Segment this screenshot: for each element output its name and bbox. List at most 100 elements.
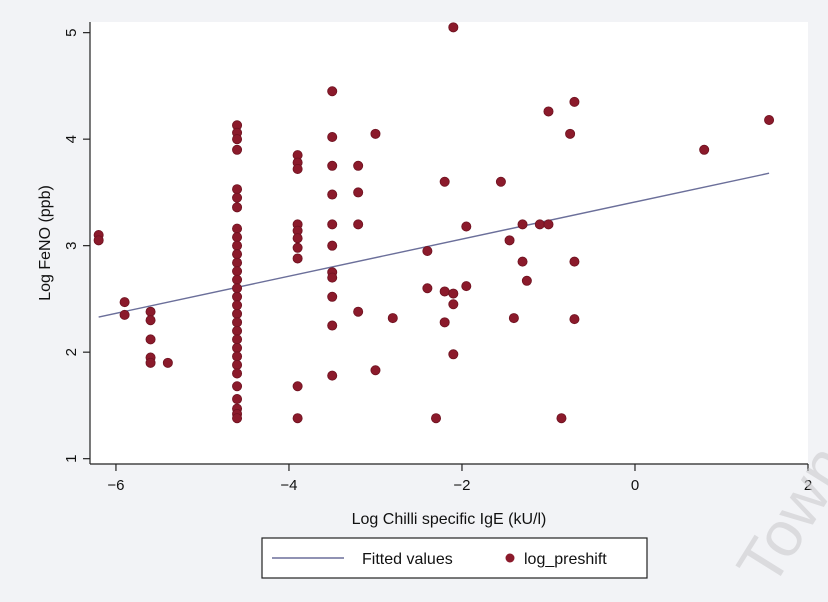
data-point <box>431 413 442 424</box>
data-point <box>327 272 338 283</box>
data-point <box>119 309 130 320</box>
data-point <box>448 22 459 33</box>
plot-area <box>90 22 808 464</box>
data-point <box>232 223 243 234</box>
y-tick-label: 5 <box>63 28 80 36</box>
data-point <box>232 232 243 243</box>
data-point <box>327 132 338 143</box>
x-axis-title: Log Chilli specific IgE (kU/l) <box>352 511 547 528</box>
data-point <box>556 413 567 424</box>
data-point <box>232 202 243 213</box>
data-point <box>370 365 381 376</box>
data-point <box>569 96 580 107</box>
data-point <box>327 219 338 230</box>
legend-label-fitted: Fitted values <box>362 551 453 568</box>
x-tick-label: −6 <box>107 477 124 494</box>
data-point <box>543 106 554 117</box>
data-point <box>292 242 303 253</box>
data-point <box>232 257 243 268</box>
data-point <box>162 357 173 368</box>
data-point <box>232 249 243 260</box>
data-point <box>569 314 580 325</box>
data-point <box>232 359 243 370</box>
data-point <box>353 187 364 198</box>
data-point <box>327 320 338 331</box>
data-point <box>565 128 576 139</box>
data-point <box>93 235 104 246</box>
data-point <box>232 134 243 145</box>
data-point <box>119 297 130 308</box>
data-point <box>145 306 156 317</box>
data-point <box>232 300 243 311</box>
data-point <box>232 266 243 277</box>
data-point <box>422 283 433 294</box>
fitted-values-line <box>98 172 770 318</box>
y-axis-title: Log FeNO (ppb) <box>37 185 54 301</box>
data-point <box>764 114 775 125</box>
data-point <box>232 368 243 379</box>
data-point <box>448 299 459 310</box>
data-point <box>292 413 303 424</box>
log-preshift-series <box>93 22 775 424</box>
data-point <box>461 221 472 232</box>
data-point <box>327 370 338 381</box>
legend-point-key <box>505 553 515 563</box>
axis-ticks: −6 −4 −2 0 2 1 2 3 4 5 <box>63 28 812 494</box>
data-point <box>232 144 243 155</box>
data-point <box>370 128 381 139</box>
data-point <box>495 176 506 187</box>
y-tick-label: 4 <box>63 135 80 143</box>
data-point <box>327 291 338 302</box>
data-point <box>353 160 364 171</box>
data-point <box>327 86 338 97</box>
data-point <box>504 235 515 246</box>
data-point <box>439 286 450 297</box>
data-point <box>232 291 243 302</box>
data-point <box>232 381 243 392</box>
data-point <box>145 315 156 326</box>
data-point <box>439 317 450 328</box>
data-point <box>461 281 472 292</box>
data-point <box>232 283 243 294</box>
data-point <box>232 192 243 203</box>
data-point <box>517 219 528 230</box>
data-point <box>232 308 243 319</box>
data-point <box>232 274 243 285</box>
data-point <box>232 317 243 328</box>
y-tick-label: 1 <box>63 455 80 463</box>
data-point <box>327 240 338 251</box>
x-tick-label: 0 <box>631 477 639 494</box>
data-point <box>232 334 243 345</box>
data-point <box>353 306 364 317</box>
data-point <box>232 351 243 362</box>
data-point <box>448 288 459 299</box>
data-point <box>292 253 303 264</box>
data-point <box>569 256 580 267</box>
x-tick-label: −4 <box>280 477 297 494</box>
legend-label-points: log_preshift <box>524 551 607 568</box>
data-point <box>327 160 338 171</box>
data-point <box>508 313 519 324</box>
data-point <box>543 219 554 230</box>
data-point <box>439 176 450 187</box>
data-point <box>521 275 532 286</box>
data-point <box>232 342 243 353</box>
data-point <box>232 184 243 195</box>
fitted-values-series <box>98 172 770 318</box>
data-point <box>145 334 156 345</box>
data-point <box>422 245 433 256</box>
y-tick-label: 3 <box>63 241 80 249</box>
data-point <box>327 189 338 200</box>
data-point <box>145 357 156 368</box>
data-point <box>232 413 243 424</box>
data-point <box>232 394 243 405</box>
y-tick-label: 2 <box>63 348 80 356</box>
x-tick-label: −2 <box>453 477 470 494</box>
data-point <box>699 144 710 155</box>
legend: Fitted values log_preshift <box>261 537 648 579</box>
data-point <box>387 313 398 324</box>
data-point <box>534 219 545 230</box>
data-point <box>448 349 459 360</box>
data-point <box>232 325 243 336</box>
data-point <box>517 256 528 267</box>
